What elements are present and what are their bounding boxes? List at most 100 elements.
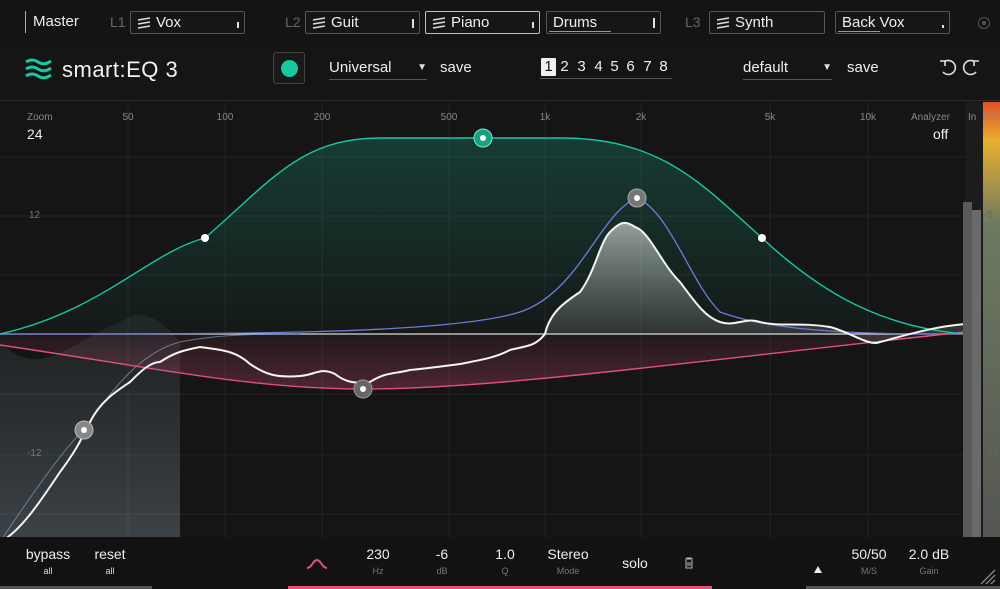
level-meter — [653, 18, 655, 28]
snapshot-2[interactable]: 2 — [560, 58, 569, 75]
snapshot-1[interactable]: 1 — [541, 58, 556, 76]
freq-tick: 50 — [122, 112, 134, 123]
output-gain-control[interactable]: 2.0 dB Gain — [909, 546, 949, 576]
snapshot-5[interactable]: 5 — [610, 58, 619, 75]
collapse-arrow-icon[interactable] — [814, 566, 822, 573]
freq-control[interactable]: 230 Hz — [366, 546, 389, 576]
scroll-indicator-right — [806, 586, 1000, 589]
slot-drums[interactable]: Drums — [546, 11, 661, 34]
mode-unit: Mode — [556, 566, 580, 576]
slot-piano[interactable]: Piano — [425, 11, 540, 34]
band-teal-curve — [0, 137, 966, 335]
solo-button[interactable]: solo — [622, 555, 648, 571]
slot-synth[interactable]: Synth — [709, 11, 825, 34]
in-label: In — [968, 112, 977, 123]
bypass-label: bypass — [25, 546, 71, 562]
gear-icon[interactable] — [978, 17, 990, 29]
preset-dropdown[interactable]: default ▼ — [743, 58, 832, 80]
slot-label: Back Vox — [842, 14, 905, 31]
band-shape-bell-icon[interactable] — [306, 558, 328, 570]
mode-value: Stereo — [547, 546, 589, 562]
solo-label: solo — [622, 555, 648, 571]
output-meter — [983, 102, 1000, 589]
q-unit: Q — [501, 566, 509, 576]
resize-grip-icon[interactable] — [978, 567, 996, 585]
freq-tick: 2k — [635, 112, 647, 123]
preset-save-button[interactable]: save — [847, 59, 879, 76]
input-meter — [963, 202, 972, 589]
level-meter — [412, 19, 414, 28]
ms-unit: M/S — [860, 566, 878, 576]
band-edge-handle-right[interactable] — [758, 234, 766, 242]
snapshot-6[interactable]: 6 — [626, 58, 635, 75]
out-label: Out — [983, 112, 1000, 123]
output-gain-unit: Gain — [919, 566, 939, 576]
analyzer-title: Analyzer — [911, 112, 950, 123]
db-label: -12 — [27, 448, 42, 459]
zoom-value[interactable]: 24 — [27, 126, 43, 142]
layer-3-tag: L3 — [685, 14, 701, 30]
undo-icon[interactable] — [938, 57, 958, 77]
bands-icon — [432, 17, 446, 29]
header: smart:EQ 3 Universal ▼ save 1 2 3 4 5 6 … — [0, 46, 1000, 101]
activity-underline — [838, 31, 880, 32]
snapshot-7[interactable]: 7 — [643, 58, 652, 75]
freq-tick: 1k — [539, 112, 551, 123]
slot-back-vox[interactable]: Back Vox — [835, 11, 950, 34]
dropdown-arrow-icon: ▼ — [822, 62, 832, 73]
band-handles — [74, 128, 766, 440]
level-meter — [237, 22, 239, 28]
master-tab[interactable]: Master — [25, 11, 79, 33]
q-value: 1.0 — [495, 546, 515, 562]
band-low-curve — [0, 333, 301, 543]
band-edge-handle-left[interactable] — [201, 234, 209, 242]
slot-guit[interactable]: Guit — [305, 11, 420, 34]
profile-save-button[interactable]: save — [440, 59, 472, 76]
slot-label: Piano — [451, 14, 490, 31]
scroll-indicator-left — [0, 586, 152, 589]
logo-waves-icon — [25, 58, 52, 80]
reset-sub: all — [105, 566, 115, 576]
snapshot-selector: 1 2 3 4 5 6 7 8 — [540, 58, 672, 79]
band-control-bar: bypass all reset all 230 Hz -6 dB 1.0 Q … — [0, 537, 1000, 589]
freq-tick: 5k — [764, 112, 776, 123]
bands-icon — [312, 17, 326, 29]
freq-unit: Hz — [372, 566, 384, 576]
profile-value: Universal — [329, 59, 392, 76]
analyzer-curve — [0, 221, 966, 543]
bypass-button[interactable]: bypass all — [26, 546, 70, 576]
ms-control[interactable]: 50/50 M/S — [851, 546, 886, 576]
redo-icon[interactable] — [961, 57, 981, 77]
ms-value: 50/50 — [851, 546, 887, 562]
slot-label: Synth — [735, 14, 774, 31]
layer-1-tag: L1 — [110, 14, 126, 30]
instance-color-button[interactable] — [273, 52, 305, 84]
reset-label: reset — [94, 546, 126, 562]
analyzer-value[interactable]: off — [933, 126, 949, 142]
band-range-indicator — [288, 586, 712, 589]
snapshot-8[interactable]: 8 — [659, 58, 668, 75]
db-label-right: -10 — [984, 329, 999, 340]
eq-curves — [0, 102, 1000, 589]
slot-vox[interactable]: Vox — [130, 11, 245, 34]
snapshot-3[interactable]: 3 — [577, 58, 586, 75]
mode-control[interactable]: Stereo Mode — [547, 546, 588, 576]
bypass-sub: all — [43, 566, 53, 576]
color-dot-icon — [281, 60, 298, 77]
level-meter — [532, 22, 534, 28]
q-control[interactable]: 1.0 Q — [495, 546, 514, 576]
layer-2-tag: L2 — [285, 14, 301, 30]
gain-control[interactable]: -6 dB — [436, 546, 448, 576]
slot-label: Guit — [331, 14, 359, 31]
db-label-right: -15 — [984, 448, 999, 459]
slot-label: Vox — [156, 14, 182, 31]
slot-label: Drums — [553, 14, 598, 31]
trash-icon[interactable] — [684, 557, 694, 569]
eq-display[interactable]: Zoom 24 50 100 200 500 1k 2k 5k 10k Anal… — [0, 102, 1000, 589]
dropdown-arrow-icon: ▼ — [417, 62, 427, 73]
bands-icon — [137, 17, 151, 29]
reset-button[interactable]: reset all — [94, 546, 125, 576]
snapshot-4[interactable]: 4 — [594, 58, 603, 75]
db-label-right: -5 — [984, 210, 993, 221]
profile-dropdown[interactable]: Universal ▼ — [329, 58, 427, 80]
